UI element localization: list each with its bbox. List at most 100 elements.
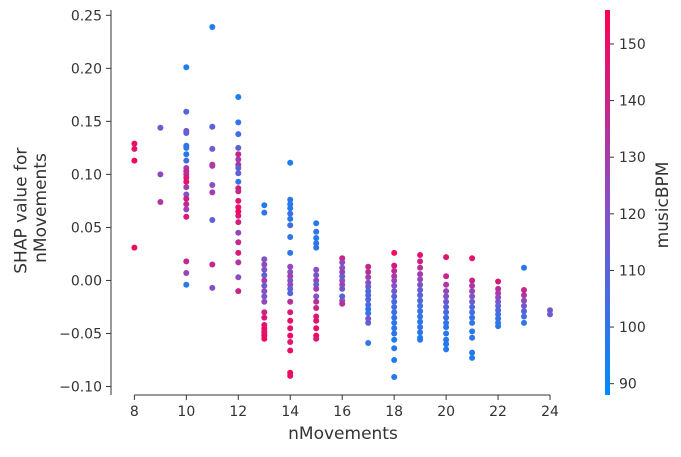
data-point <box>469 293 476 300</box>
data-point <box>183 130 190 136</box>
data-point <box>469 349 476 356</box>
data-point <box>313 272 320 279</box>
data-point <box>261 277 268 284</box>
data-point <box>443 314 450 321</box>
data-point <box>521 287 527 293</box>
data-point <box>469 309 476 316</box>
data-point <box>261 202 268 209</box>
data-point <box>313 317 320 324</box>
data-point <box>261 256 268 263</box>
data-point <box>365 340 372 346</box>
data-point <box>287 234 294 240</box>
data-point <box>443 281 450 288</box>
data-point <box>339 273 346 280</box>
data-point <box>339 300 346 307</box>
data-point <box>183 64 190 71</box>
data-point <box>235 144 242 151</box>
data-point <box>183 184 190 191</box>
data-point <box>365 269 372 275</box>
data-point <box>417 258 424 265</box>
data-point <box>209 24 216 30</box>
data-point <box>339 285 346 292</box>
data-point <box>495 278 502 285</box>
data-point <box>417 292 424 299</box>
data-point <box>287 347 294 354</box>
y-tick-label: −0.10 <box>59 380 102 396</box>
data-point <box>235 151 242 158</box>
data-point <box>157 171 164 178</box>
data-point <box>417 336 424 343</box>
colorbar <box>605 10 610 395</box>
data-point <box>313 281 320 288</box>
colorbar-tick-label: 130 <box>619 150 646 166</box>
y-tick-label: −0.05 <box>59 326 102 342</box>
data-point <box>443 304 450 310</box>
data-point <box>339 259 346 266</box>
data-point <box>365 301 372 308</box>
data-point <box>183 201 190 208</box>
data-point <box>443 254 450 261</box>
data-point <box>391 282 398 289</box>
data-point <box>313 244 320 251</box>
data-point <box>417 308 424 315</box>
data-point <box>287 372 294 379</box>
x-axis-title: nMovements <box>288 424 398 444</box>
data-point <box>235 188 242 195</box>
data-point <box>469 304 476 310</box>
data-point <box>183 178 190 185</box>
data-point <box>313 293 320 300</box>
data-point <box>183 270 190 276</box>
colorbar-tick-label: 120 <box>619 207 646 223</box>
data-point <box>183 195 190 202</box>
data-point <box>469 354 476 361</box>
data-point <box>261 266 268 273</box>
data-point <box>469 255 476 262</box>
y-tick-label: 0.00 <box>71 273 102 289</box>
data-point <box>157 199 164 205</box>
data-point <box>547 307 553 314</box>
data-point <box>261 272 268 279</box>
data-point <box>209 182 216 188</box>
data-point <box>391 374 398 380</box>
data-point <box>391 288 398 295</box>
data-point <box>469 288 476 295</box>
data-point <box>235 274 242 281</box>
y-tick-label: 0.25 <box>71 8 102 24</box>
data-point <box>287 277 294 284</box>
data-point <box>391 330 398 337</box>
data-point <box>313 228 320 235</box>
data-point <box>391 277 398 284</box>
colorbar-tick-label: 140 <box>619 94 646 110</box>
colorbar-tick-label: 150 <box>619 37 646 53</box>
data-point <box>287 210 294 217</box>
data-point <box>443 319 450 326</box>
data-point <box>365 263 372 270</box>
data-point <box>287 273 294 280</box>
data-point <box>287 325 294 332</box>
y-axis-title-line-2: nMovements <box>31 153 51 263</box>
data-point <box>391 319 398 326</box>
data-point <box>235 239 242 246</box>
data-point <box>469 298 476 305</box>
data-point <box>235 212 242 219</box>
data-point <box>313 277 320 284</box>
data-point <box>365 296 372 303</box>
data-point <box>339 264 346 271</box>
data-point <box>183 281 190 288</box>
data-point <box>287 332 294 339</box>
data-point <box>339 281 346 288</box>
x-tick-label: 20 <box>437 404 455 420</box>
data-point <box>495 285 502 292</box>
data-point <box>235 229 242 236</box>
data-point <box>391 293 398 300</box>
data-point <box>521 292 527 299</box>
data-point <box>287 339 294 345</box>
data-point <box>417 313 424 320</box>
data-point <box>313 335 320 342</box>
data-point <box>443 336 450 343</box>
data-point <box>209 145 216 152</box>
data-point <box>287 285 294 292</box>
data-point <box>495 315 502 322</box>
data-point <box>495 323 502 330</box>
data-point <box>287 290 294 297</box>
